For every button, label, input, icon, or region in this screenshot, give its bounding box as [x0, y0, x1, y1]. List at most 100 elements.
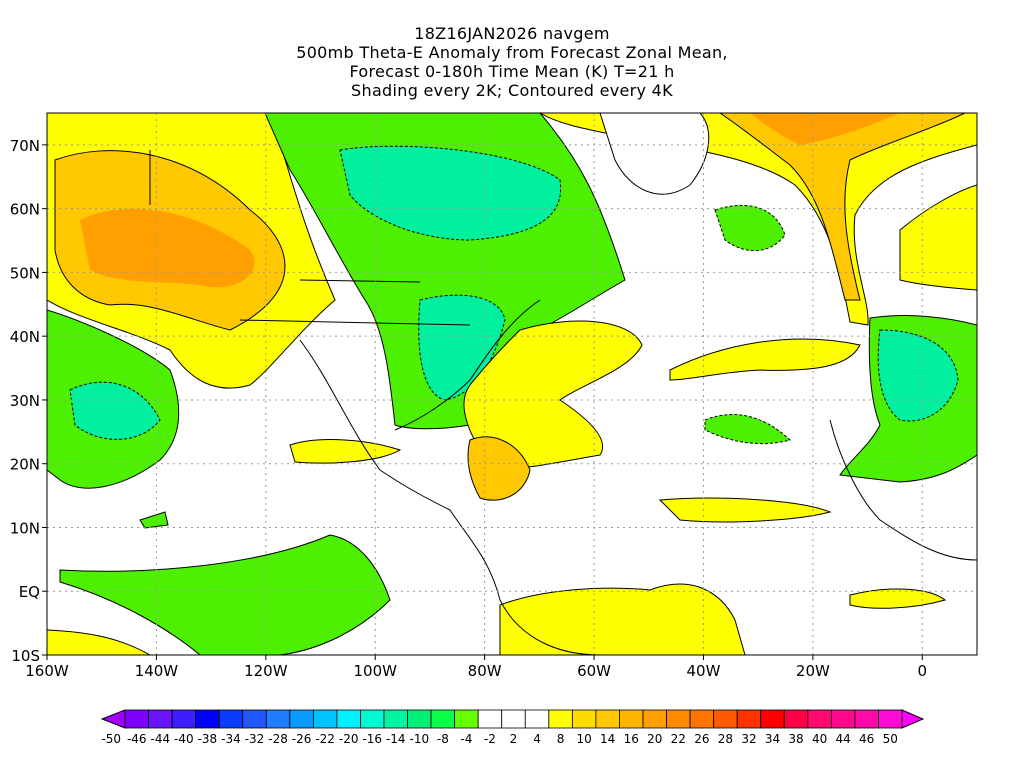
colorbar-swatch	[454, 709, 479, 729]
colorbar-label: -38	[198, 732, 218, 746]
colorbar-label: -8	[437, 732, 449, 746]
colorbar-swatch	[265, 709, 291, 729]
colorbar-label: 10	[576, 732, 591, 746]
colorbar-swatch	[360, 709, 385, 729]
colorbar-swatch	[548, 709, 573, 729]
colorbar-swatch	[854, 709, 879, 729]
colorbar-swatch	[430, 709, 456, 729]
colorbar-swatch	[713, 709, 738, 729]
y-tick-label: 70N	[10, 137, 40, 155]
x-tick-label: 20W	[796, 662, 830, 680]
colorbar-swatch	[642, 709, 667, 729]
colorbar-label: 38	[788, 732, 803, 746]
colorbar-label: 44	[835, 732, 850, 746]
colorbar-label: -10	[410, 732, 430, 746]
colorbar-label: -20	[339, 732, 359, 746]
colorbar-label: -14	[386, 732, 406, 746]
colorbar-swatch	[807, 709, 832, 729]
colorbar-label: -46	[127, 732, 147, 746]
colorbar-swatch	[195, 709, 220, 729]
colorbar-label: -40	[174, 732, 194, 746]
colorbar-label: 2	[510, 732, 518, 746]
colorbar-label: 26	[694, 732, 709, 746]
colorbar-label: -22	[315, 732, 335, 746]
y-tick-label: 40N	[10, 328, 40, 346]
colorbar-right-arrow	[901, 709, 925, 729]
colorbar-label: 4	[533, 732, 541, 746]
warm-region-south-america	[499, 583, 746, 655]
map-frame	[46, 112, 978, 656]
colorbar-label: -28	[268, 732, 288, 746]
colorbar-swatch	[760, 709, 785, 729]
colorbar-label: -44	[151, 732, 171, 746]
colorbar-swatch	[878, 709, 903, 729]
colorbar-label: -2	[484, 732, 496, 746]
title-line-2: 500mb Theta-E Anomaly from Forecast Zona…	[296, 43, 728, 62]
colorbar-swatch	[689, 709, 715, 729]
colorbar-swatch	[124, 709, 149, 729]
colorbar-swatch	[830, 709, 856, 729]
x-tick-label: 140W	[135, 662, 179, 680]
colorbar-label: -50	[101, 732, 121, 746]
cold-region-tropical-pacific	[59, 534, 391, 655]
colorbar-label: 8	[557, 732, 565, 746]
y-tick-label: 50N	[10, 264, 40, 282]
x-tick-label: 160W	[25, 662, 69, 680]
y-tick-label: 20N	[10, 456, 40, 474]
colorbar-label: 46	[859, 732, 874, 746]
title-line-4: Shading every 2K; Contoured every 4K	[351, 81, 673, 100]
x-tick-label: 0	[918, 662, 928, 680]
colorbar-swatch	[218, 709, 244, 729]
title-line-1: 18Z16JAN2026 navgem	[414, 24, 610, 43]
colorbar-swatch	[148, 709, 173, 729]
warm-region-atlantic	[463, 320, 643, 471]
colorbar-swatch	[171, 709, 197, 729]
colorbar-label: -32	[245, 732, 265, 746]
x-tick-label: 40W	[687, 662, 721, 680]
x-tick-label: 100W	[354, 662, 398, 680]
colorbar-swatch	[336, 709, 361, 729]
colorbar-swatch	[595, 709, 620, 729]
y-tick-label: 30N	[10, 392, 40, 410]
y-tick-label: 60N	[10, 201, 40, 219]
colorbar-swatch	[477, 709, 503, 729]
colorbar-label: 28	[718, 732, 733, 746]
colorbar-label: 16	[624, 732, 639, 746]
colorbar-swatch	[666, 709, 691, 729]
colorbar-swatch	[242, 709, 267, 729]
colorbar-label: 32	[741, 732, 756, 746]
colorbar-swatch	[407, 709, 432, 729]
colorbar-swatch	[289, 709, 314, 729]
x-tick-label: 80W	[468, 662, 502, 680]
x-tick-label: 60W	[577, 662, 611, 680]
colorbar-swatch	[501, 709, 526, 729]
colorbar-swatch	[783, 709, 809, 729]
shading-layer	[47, 113, 977, 655]
colorbar-label: 40	[812, 732, 827, 746]
y-tick-label: EQ	[19, 583, 40, 601]
x-tick-label: 120W	[244, 662, 288, 680]
greenland-neutral	[599, 113, 710, 195]
colorbar-swatch	[383, 709, 408, 729]
colorbar-swatch	[736, 709, 762, 729]
colorbar-label: 22	[671, 732, 686, 746]
title-line-3: Forecast 0-180h Time Mean (K) T=21 h	[349, 62, 675, 81]
colorbar-label: -26	[292, 732, 312, 746]
colorbar-label: -4	[460, 732, 472, 746]
colorbar-label: 50	[883, 732, 898, 746]
axis-ticks: 160W 140W 120W 100W 80W 60W 40W 20W 0 10S EQ 10N 20N…	[10, 137, 927, 680]
colorbar-label: -34	[221, 732, 241, 746]
colorbar-label: 34	[765, 732, 780, 746]
colorbar-swatch	[571, 709, 597, 729]
y-tick-label: 10S	[11, 647, 40, 665]
colorbar-label: -16	[362, 732, 382, 746]
colorbar: -50 -46 -44 -40 -38 -34 -32 -28 -26 -22 -20 -16 -14-…	[100, 709, 925, 746]
y-tick-label: 10N	[10, 519, 40, 537]
colorbar-swatch	[619, 709, 644, 729]
colorbar-left-arrow	[100, 709, 126, 729]
colorbar-swatch	[312, 709, 338, 729]
colorbar-label: 14	[600, 732, 615, 746]
coastlines	[149, 150, 977, 655]
colorbar-swatch	[524, 709, 550, 729]
